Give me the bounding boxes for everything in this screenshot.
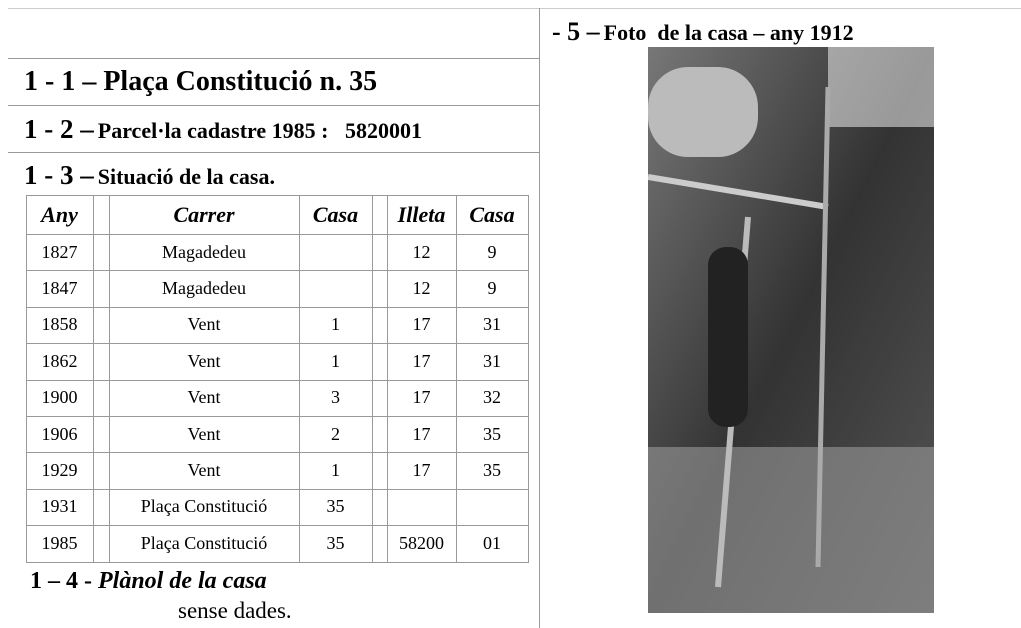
table-cell: 58200 [399,532,444,553]
table-cell: Vent [187,423,221,444]
table-cell: 1900 [41,387,78,408]
photo-heading: - 5 – Foto de la casa – any 1912 [552,17,854,47]
table-cell: 31 [483,350,501,371]
table-border [26,343,529,345]
rule [8,152,539,153]
table-cell: 12 [412,241,431,262]
table-border [26,234,529,235]
table-cell: Vent [187,350,221,371]
column-header: Carrer [173,201,235,227]
table-cell: 01 [483,532,501,553]
rule [8,58,539,59]
table-border [528,195,529,562]
table-border [387,195,388,562]
table-cell: 35 [483,423,501,444]
table-cell: 1985 [41,532,78,553]
table-border [93,195,94,562]
section-heading: 1 - 1 – Plaça Constitució n. 35 [24,66,377,98]
section-text: Situació de la casa. [97,164,275,189]
table-cell: 1 [331,460,340,481]
table-cell: 17 [412,387,431,408]
table-border [299,195,300,562]
plan-note: sense dades. [178,598,292,623]
table-cell: 9 [487,241,497,262]
table-cell: 17 [412,350,431,371]
photo-caption: Foto de la casa – any 1912 [603,20,854,45]
photo [648,47,934,613]
table-cell: 1929 [41,460,78,481]
section-text: Parcel·la cadastre 1985 : 5820001 [97,118,422,143]
table-cell: 1906 [41,423,78,444]
table-cell: Vent [187,387,221,408]
table-cell: 9 [487,278,497,299]
table-cell: 35 [326,496,345,517]
table-cell: 35 [326,532,345,553]
table-cell: 1 [331,314,340,335]
plan-heading: 1 – 4 - Plànol de la casa [30,568,267,595]
table-cell: 1827 [41,241,78,262]
table-cell: 12 [412,278,431,299]
column-header: Any [41,201,78,227]
divider [539,8,540,628]
table-cell: 35 [483,460,501,481]
table-cell: 1847 [41,278,78,299]
section-text: Plaça Constitució n. 35 [103,66,378,97]
section-number: 1 - 2 – [24,114,94,144]
table-border [26,525,529,527]
table-cell: 1931 [41,496,78,517]
table-border [26,270,529,272]
table-cell: Vent [187,314,221,335]
table-cell: 1858 [41,314,78,335]
table-border [26,488,529,490]
rule [8,8,1021,9]
table-cell: 17 [412,423,431,444]
table-border [26,195,529,196]
table-cell: Vent [187,460,221,481]
column-header: Illeta [397,201,446,227]
section-number: 1 - 3 – [24,160,94,190]
table-border [456,195,457,562]
table-cell: 17 [412,460,431,481]
table-cell: Plaça Constitució [140,532,268,553]
table-cell: 32 [483,387,501,408]
table-border [26,452,529,454]
table-cell: 1 [331,350,340,371]
rule [8,105,539,106]
photo-number: - 5 – [552,17,600,46]
section-heading: 1 - 3 – Situació de la casa. [24,160,275,191]
table-border [26,379,529,381]
table-border [26,195,27,562]
table-cell: 17 [412,314,431,335]
table-cell: Plaça Constitució [140,496,268,517]
plan-number: 1 – 4 - [30,568,92,594]
table-border [372,195,373,562]
table-cell: Magadedeu [162,278,246,299]
table-cell: 31 [483,314,501,335]
table-border [109,195,110,562]
table-cell: 3 [331,387,340,408]
plan-title: Plànol de la casa [98,568,267,594]
section-number: 1 - 1 – [24,66,97,97]
column-header: Casa [312,201,359,227]
table-border [26,306,529,308]
table-cell: 2 [331,423,340,444]
section-heading: 1 - 2 – Parcel·la cadastre 1985 : 582000… [24,114,422,145]
table-cell: Magadedeu [162,241,246,262]
table-border [26,416,529,417]
column-header: Casa [469,201,515,227]
table-cell: 1862 [41,350,78,371]
table-border [26,561,529,563]
